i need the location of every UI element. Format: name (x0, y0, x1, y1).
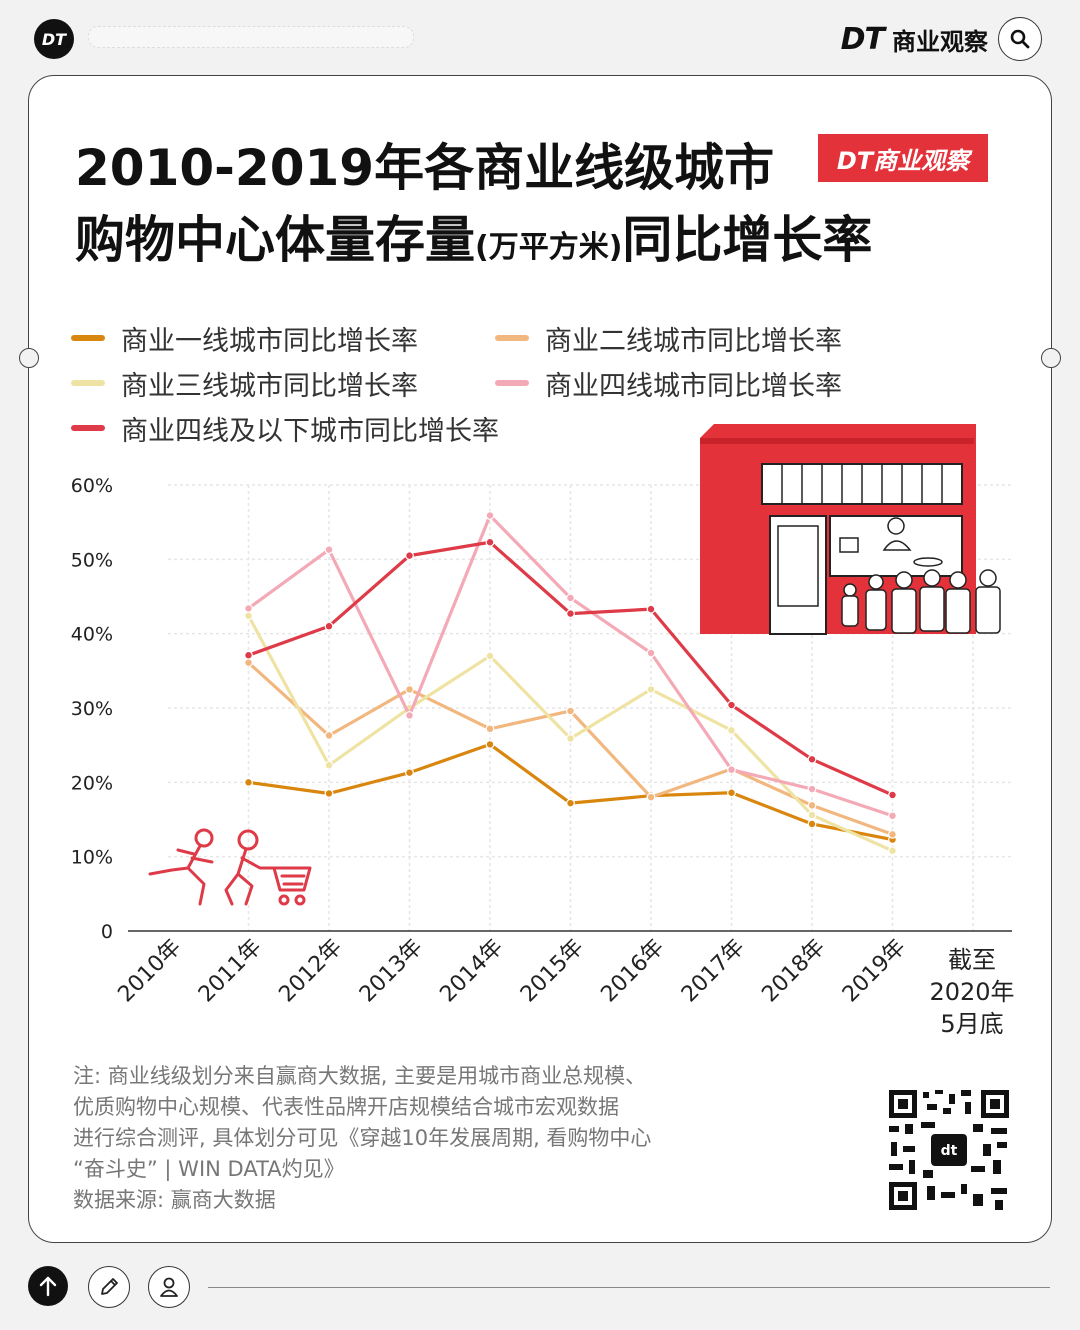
qr-code-icon[interactable]: dt (887, 1088, 1011, 1212)
x-tick-last-line: 5月底 (940, 1010, 1004, 1038)
title-unit: (万平方米) (475, 230, 623, 265)
legend-item-tier4: 商业四线城市同比增长率 (495, 365, 842, 402)
shop-illustration (700, 424, 1001, 635)
user-icon (160, 1277, 178, 1297)
logo-icon[interactable]: DT (34, 19, 74, 59)
search-icon (1010, 29, 1030, 49)
top-bar: DT DT 商业观察 (0, 0, 1080, 76)
profile-button[interactable] (148, 1266, 190, 1308)
brand-name: 商业观察 (892, 27, 988, 56)
toolbar-divider (208, 1287, 1050, 1288)
card-notch-left (19, 348, 39, 368)
footnote-line: 优质购物中心规模、代表性品牌开店规模结合城市宏观数据 (73, 1095, 619, 1119)
scroll-top-button[interactable] (28, 1266, 68, 1306)
legend-swatch (71, 335, 105, 341)
legend-label: 商业四线城市同比增长率 (545, 370, 842, 402)
brand-logo: DT 商业观察 (840, 21, 988, 57)
legend-item-tier3: 商业三线城市同比增长率 (71, 365, 418, 402)
data-source: 数据来源: 赢商大数据 (73, 1188, 276, 1212)
x-tick-last-line: 截至 (948, 946, 996, 974)
legend-label: 商业二线城市同比增长率 (545, 325, 842, 357)
shoppers-illustration (148, 828, 312, 906)
title-tail: 同比增长率 (622, 211, 873, 269)
chart-title-line1: 2010-2019年各商业线级城市 (75, 139, 775, 197)
footnote-line: 注: 商业线级划分来自赢商大数据, 主要是用城市商业总规模、 (73, 1064, 647, 1088)
pencil-icon (101, 1278, 118, 1295)
legend-label: 商业四线及以下城市同比增长率 (121, 415, 499, 447)
svg-text:dt: dt (941, 1143, 958, 1159)
footnote: 注: 商业线级划分来自赢商大数据, 主要是用城市商业总规模、 优质购物中心规模、… (73, 1061, 713, 1216)
search-button[interactable] (998, 17, 1042, 61)
legend-swatch (71, 380, 105, 386)
card-notch-right (1041, 348, 1061, 368)
brand-badge: DT商业观察 (818, 134, 988, 182)
x-tick-last-line: 2020年 (929, 978, 1015, 1006)
title-main: 购物中心体量存量 (75, 211, 475, 269)
arrow-up-icon (39, 1276, 57, 1297)
legend-item-tier1: 商业一线城市同比增长率 (71, 320, 418, 357)
footnote-line: 进行综合测评, 具体划分可见《穿越10年发展周期, 看购物中心 (73, 1126, 652, 1150)
legend-label: 商业一线城市同比增长率 (121, 325, 418, 357)
legend-item-tier4-below: 商业四线及以下城市同比增长率 (71, 410, 499, 447)
x-tick-last: 截至 2020年 5月底 (916, 944, 1028, 1040)
legend-item-tier2: 商业二线城市同比增长率 (495, 320, 842, 357)
brand-mark: DT (840, 21, 885, 57)
legend-swatch (495, 380, 529, 386)
footnote-line: “奋斗史” | WIN DATA灼见》 (73, 1157, 345, 1181)
search-input[interactable] (88, 26, 414, 48)
legend-swatch (495, 335, 529, 341)
legend-label: 商业三线城市同比增长率 (121, 370, 418, 402)
legend-swatch (71, 425, 105, 431)
chart-title-line2: 购物中心体量存量(万平方米)同比增长率 (75, 200, 872, 272)
edit-button[interactable] (88, 1266, 130, 1308)
